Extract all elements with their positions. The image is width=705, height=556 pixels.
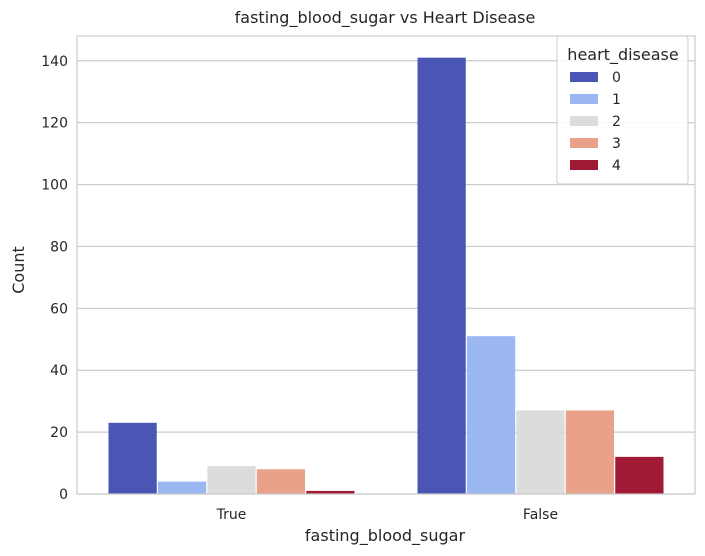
x-tick-labels: True False: [216, 507, 558, 523]
y-tick-label: 60: [50, 301, 68, 317]
legend-swatch-4: [570, 160, 598, 170]
grid-lines: [77, 60, 695, 495]
bar-false-4: [615, 456, 664, 494]
x-tick-label: True: [216, 507, 247, 523]
legend-swatch-2: [570, 116, 598, 126]
legend-items: 0 1 2 3 4: [570, 70, 621, 174]
y-tick-label: 0: [59, 487, 68, 503]
legend-label-4: 4: [612, 158, 621, 174]
bar-false-3: [565, 410, 615, 494]
legend-label-2: 2: [612, 114, 621, 130]
y-axis-label: Count: [9, 246, 28, 294]
y-tick-labels: 0 20 40 60 80 100 120 140: [41, 54, 68, 503]
y-tick-label: 40: [50, 363, 68, 379]
y-tick-label: 20: [50, 425, 68, 441]
bar-false-1: [466, 336, 516, 494]
plot-frame: [76, 35, 696, 495]
bar-true-1: [157, 481, 207, 494]
y-tick-label: 140: [41, 54, 68, 70]
y-tick-label: 100: [41, 178, 68, 194]
legend-label-1: 1: [612, 92, 621, 108]
legend-title: heart_disease: [567, 45, 678, 65]
bar-false-0: [417, 57, 466, 494]
legend-label-3: 3: [612, 136, 621, 152]
x-tick-label: False: [523, 507, 558, 523]
y-tick-label: 80: [50, 239, 68, 255]
legend-swatch-3: [570, 138, 598, 148]
legend-swatch-1: [570, 94, 598, 104]
x-axis-label: fasting_blood_sugar: [305, 526, 466, 546]
bar-true-0: [108, 422, 157, 494]
y-tick-label: 120: [41, 116, 68, 132]
bar-true-2: [207, 466, 256, 494]
legend-swatch-0: [570, 72, 598, 82]
bar-true-3: [256, 469, 306, 494]
bar-true-4: [306, 490, 355, 494]
bar-false-2: [516, 410, 565, 494]
legend-label-0: 0: [612, 70, 621, 86]
legend: heart_disease 0 1 2 3 4: [556, 35, 689, 185]
bars: [108, 57, 664, 494]
chart-title: fasting_blood_sugar vs Heart Disease: [235, 8, 536, 28]
